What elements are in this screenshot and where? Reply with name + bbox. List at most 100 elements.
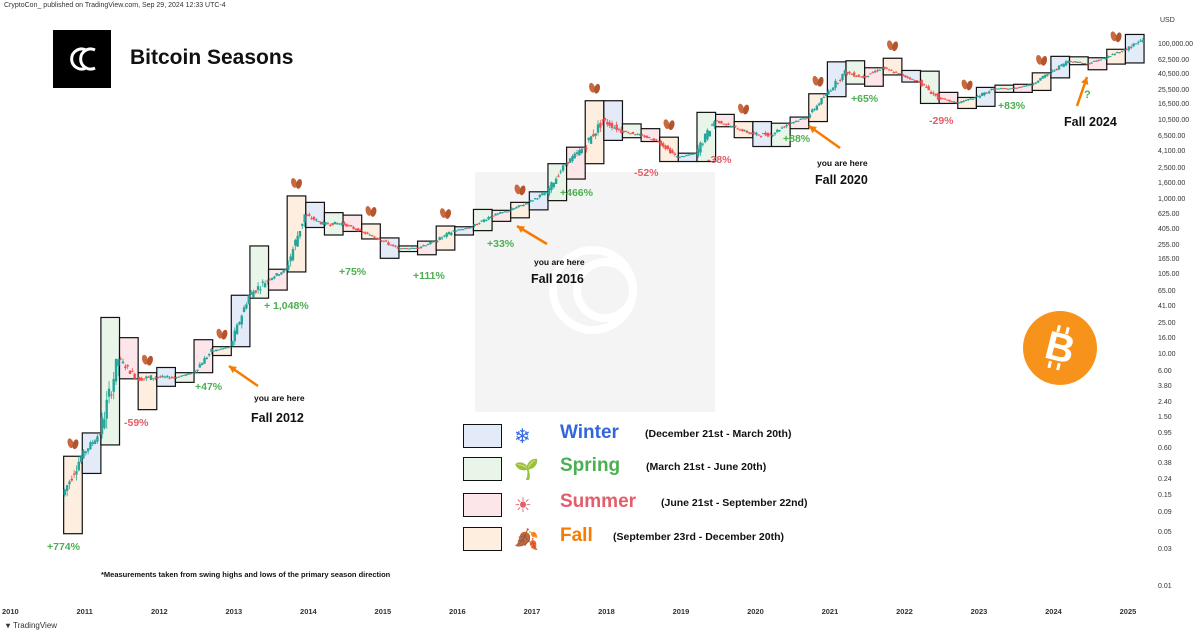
candle-body <box>431 241 434 243</box>
leaf-part <box>1110 31 1117 42</box>
leaf-part <box>961 79 968 90</box>
season-box-fall <box>510 201 530 219</box>
candle-body <box>377 238 381 240</box>
candle-body <box>506 211 509 213</box>
candle-body <box>324 222 327 225</box>
candle-body <box>263 283 267 288</box>
candle-body <box>1092 60 1096 62</box>
candle-body <box>820 98 823 104</box>
candle-body <box>1020 86 1023 88</box>
candle-body <box>238 322 241 325</box>
candle-body <box>682 156 686 158</box>
candle-body <box>997 88 1000 90</box>
x-tick-label: 2012 <box>151 607 168 616</box>
candle-body <box>124 366 127 369</box>
candle-body <box>1025 85 1028 87</box>
candle-body <box>401 248 404 250</box>
candle-body <box>1048 73 1051 75</box>
leaf-part <box>589 82 596 93</box>
candle-body <box>275 273 278 276</box>
candle-body <box>72 473 76 475</box>
fall-swatch <box>463 527 502 551</box>
candle-body <box>994 88 998 90</box>
candle-body <box>720 121 723 124</box>
candle-body <box>152 378 155 380</box>
candle-body <box>159 376 162 378</box>
candle-body <box>897 73 900 75</box>
candle-body <box>1001 88 1005 90</box>
candle-body <box>65 485 69 491</box>
leaf-part <box>67 438 74 449</box>
leaf-part <box>445 209 452 219</box>
candle-body <box>205 357 209 360</box>
candle-body <box>864 75 867 78</box>
candle-body <box>366 232 369 234</box>
candle-body <box>380 240 383 242</box>
candle-body <box>811 109 814 113</box>
candle-body <box>671 150 674 154</box>
candle-body <box>1046 74 1049 76</box>
candle-body <box>559 171 562 173</box>
candle-body <box>755 132 758 135</box>
candle-body <box>955 101 958 104</box>
candle-body <box>480 220 483 222</box>
candle-body <box>580 148 583 154</box>
candle-body <box>573 153 576 159</box>
candle-body <box>350 225 353 227</box>
y-tick-label: 40,500.00 <box>1158 71 1190 79</box>
candle-body <box>613 127 616 129</box>
candle-body <box>669 148 672 154</box>
candle-body <box>843 70 847 75</box>
candle-body <box>86 448 90 452</box>
fall-leaf-icon <box>1110 31 1122 43</box>
candle-body <box>1141 40 1145 42</box>
y-tick-label: 4,100.00 <box>1158 148 1186 156</box>
candle-body <box>245 304 248 309</box>
candle-body <box>445 233 448 237</box>
candle-body <box>1090 62 1093 64</box>
candle-body <box>543 193 546 196</box>
candle-body <box>582 147 586 149</box>
candle-body <box>89 442 92 450</box>
candle-body <box>426 244 430 246</box>
candle-body <box>689 153 693 155</box>
candle-body <box>589 136 593 144</box>
candle-body <box>1039 78 1042 81</box>
candle-body <box>783 126 786 128</box>
candle-body <box>370 235 374 237</box>
y-tick-label: 41.00 <box>1158 303 1176 311</box>
candle-body <box>885 67 888 69</box>
candle-body <box>1081 63 1084 65</box>
x-tick-label: 2024 <box>1045 607 1062 616</box>
candle-body <box>808 114 812 118</box>
candle-body <box>638 134 642 136</box>
candle-body <box>368 234 372 236</box>
candle-body <box>648 137 651 139</box>
candle-body <box>1085 63 1089 65</box>
candle-body <box>252 291 255 298</box>
y-tick-label: 25.00 <box>1158 319 1176 327</box>
candle-body <box>836 82 840 84</box>
candle-body <box>121 361 125 364</box>
candle-body <box>319 222 323 225</box>
candle-body <box>417 247 420 249</box>
candle-body <box>703 133 707 143</box>
candle-body <box>745 130 749 133</box>
candle-body <box>310 217 313 219</box>
arrow-head <box>517 226 525 233</box>
x-tick-label: 2010 <box>2 607 19 616</box>
candle-body <box>929 91 933 95</box>
tradingview-label: TradingView <box>13 621 58 630</box>
candle-body <box>878 69 881 71</box>
chart-title: Bitcoin Seasons <box>130 46 294 69</box>
candle-body <box>857 74 861 77</box>
leaf-part <box>290 178 297 188</box>
candle-body <box>1013 87 1017 89</box>
y-tick-label: 16.00 <box>1158 334 1176 342</box>
candle-body <box>1057 65 1061 70</box>
y-tick-label: 625.00 <box>1158 211 1180 219</box>
candle-body <box>706 130 709 140</box>
candle-body <box>75 471 78 475</box>
change-label: +75% <box>339 266 367 278</box>
fall-range: (September 23rd - December 20th) <box>613 531 784 543</box>
